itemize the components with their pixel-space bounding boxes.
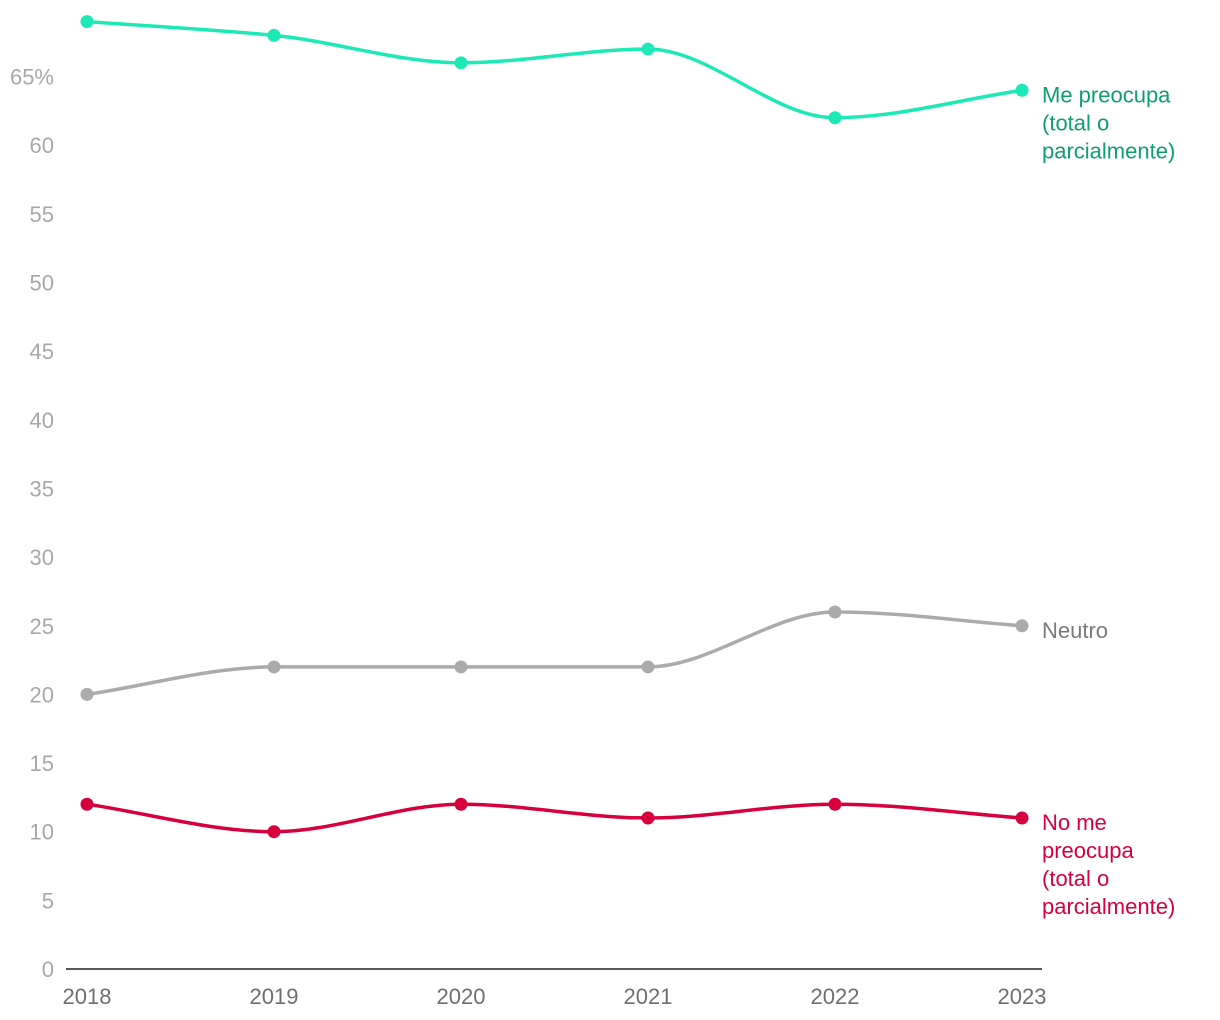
y-tick-label: 10	[30, 820, 54, 845]
x-tick-label: 2019	[250, 984, 299, 1009]
y-axis: 0 5 10 15 20 25 30 35 40 45 50 55 60 65%	[10, 65, 54, 982]
data-point-me-preocupa	[80, 15, 94, 29]
series-label-line: parcialmente)	[1042, 138, 1175, 163]
series-line-no-me-preocupa	[85, 802, 1024, 834]
data-point-no-me-preocupa	[1015, 811, 1029, 825]
series-line-neutro	[85, 610, 1024, 697]
series-labels: Me preocupa (total o parcialmente) Neutro No…	[1042, 82, 1175, 919]
data-point-neutro	[267, 660, 281, 674]
y-tick-label: 15	[30, 751, 54, 776]
y-tick-label: 60	[30, 133, 54, 158]
series-layer	[80, 15, 1029, 839]
x-tick-label: 2020	[437, 984, 486, 1009]
x-axis: 2018 2019 2020 2021 2022 2023	[63, 984, 1047, 1009]
series-label-line: (total o	[1042, 110, 1109, 135]
y-tick-label: 40	[30, 408, 54, 433]
x-tick-label: 2023	[998, 984, 1047, 1009]
y-tick-label: 35	[30, 476, 54, 501]
data-point-me-preocupa	[454, 56, 468, 70]
series-neutro	[80, 605, 1029, 701]
data-point-no-me-preocupa	[641, 811, 655, 825]
data-point-neutro	[641, 660, 655, 674]
y-tick-label: 55	[30, 202, 54, 227]
data-point-no-me-preocupa	[267, 825, 281, 839]
y-tick-label: 25	[30, 614, 54, 639]
y-tick-label: 5	[42, 888, 54, 913]
data-point-me-preocupa	[1015, 83, 1029, 97]
data-point-me-preocupa	[641, 42, 655, 56]
series-label-line: (total o	[1042, 866, 1109, 891]
series-label-line: No me	[1042, 810, 1107, 835]
series-label-line: Me preocupa	[1042, 82, 1171, 107]
series-no-me-preocupa	[80, 797, 1029, 839]
data-point-me-preocupa	[828, 111, 842, 125]
x-tick-label: 2022	[811, 984, 860, 1009]
y-tick-label: 20	[30, 682, 54, 707]
y-tick-label: 30	[30, 545, 54, 570]
y-tick-label: 0	[42, 957, 54, 982]
y-tick-label: 50	[30, 271, 54, 296]
data-point-neutro	[828, 605, 842, 619]
series-label-line: preocupa	[1042, 838, 1135, 863]
series-label-line: Neutro	[1042, 618, 1108, 643]
data-point-me-preocupa	[267, 28, 281, 42]
data-point-neutro	[1015, 619, 1029, 633]
y-tick-label: 65%	[10, 65, 54, 90]
x-tick-label: 2018	[63, 984, 112, 1009]
data-point-no-me-preocupa	[80, 797, 94, 811]
series-line-me-preocupa	[85, 19, 1024, 120]
data-point-neutro	[454, 660, 468, 674]
data-point-no-me-preocupa	[828, 797, 842, 811]
data-point-no-me-preocupa	[454, 797, 468, 811]
y-tick-label: 45	[30, 339, 54, 364]
series-label-line: parcialmente)	[1042, 894, 1175, 919]
series-label-neutro: Neutro	[1042, 618, 1108, 643]
series-label-me-preocupa: Me preocupa (total o parcialmente)	[1042, 82, 1175, 163]
series-label-no-me-preocupa: No me preocupa (total o parcialmente)	[1042, 810, 1175, 919]
series-me-preocupa	[80, 15, 1029, 125]
x-tick-label: 2021	[624, 984, 673, 1009]
data-point-neutro	[80, 687, 94, 701]
